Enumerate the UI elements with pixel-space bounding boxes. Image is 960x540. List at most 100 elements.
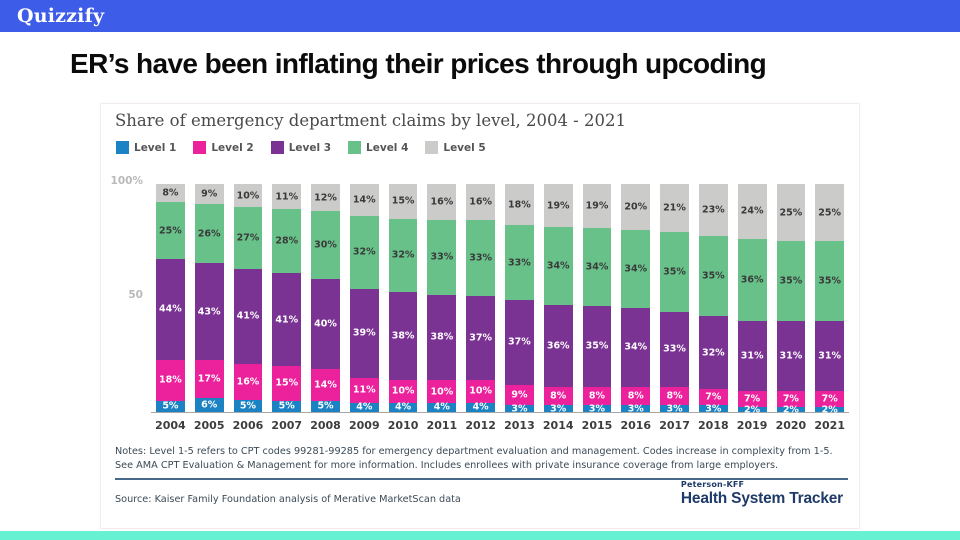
bar-segment-level-5: 8% (156, 184, 185, 203)
legend-swatch (116, 141, 129, 154)
chart-notes: Notes: Level 1-5 refers to CPT codes 992… (115, 446, 833, 472)
bar-segment-level-1: 3% (543, 403, 573, 414)
x-axis-tick-label: 2017 (659, 419, 690, 432)
bar-value-label: 4% (356, 401, 373, 413)
bar-value-label: 7% (705, 391, 722, 403)
bar-segment-level-4: 30% (311, 211, 340, 279)
bar-segment-level-5: 14% (349, 184, 379, 216)
legend-swatch (348, 141, 362, 154)
bar-segment-level-1: 5% (156, 400, 185, 412)
bar-column: 19% 34% 36% 8% 3% (539, 184, 578, 414)
bar-value-label: 8% (588, 390, 606, 402)
x-axis-tick-label: 2020 (775, 419, 807, 432)
bar-value-label: 15% (391, 195, 415, 207)
bar-value-label: 27% (236, 232, 260, 244)
bar-value-label: 16% (236, 376, 260, 388)
bar-segment-level-2: 11% (349, 377, 379, 403)
bar-value-label: 5% (239, 400, 257, 412)
bar-segment-level-2: 15% (272, 366, 302, 401)
y-axis-label-100: 100% (110, 175, 143, 187)
bar-segment-level-3: 37% (505, 300, 534, 385)
legend-label: Level 3 (288, 141, 332, 154)
header-bar: Quizzify (0, 0, 960, 32)
bar-column: 9% 26% 43% 17% 6% (190, 184, 229, 412)
bar-segment-level-1: 5% (311, 400, 340, 412)
brand-logo: Quizzify (17, 5, 105, 27)
notes-divider (115, 478, 848, 480)
bar-column: 25% 35% 31% 7% 2% (810, 184, 849, 415)
x-axis-tick-label: 2011 (426, 419, 458, 432)
bar-segment-level-3: 41% (272, 272, 302, 367)
x-axis-tick-label: 2012 (465, 419, 496, 432)
bar-column: 24% 36% 31% 7% 2% (733, 184, 772, 415)
footer-accent-bar (0, 531, 960, 540)
bar-column: 19% 34% 35% 8% 3% (578, 184, 617, 414)
chart-title: Share of emergency department claims by … (115, 111, 626, 130)
bar-segment-level-2: 10% (427, 380, 457, 403)
bar-value-label: 3% (627, 403, 644, 415)
bar-value-label: 33% (508, 257, 531, 269)
bar-segment-level-1: 3% (660, 403, 689, 415)
bar-value-label: 4% (472, 401, 489, 413)
bar-segment-level-1: 3% (698, 403, 728, 414)
bar-value-label: 33% (663, 343, 686, 355)
legend-item: Level 5 (425, 141, 486, 154)
bar-value-label: 16% (430, 196, 454, 208)
bar-column: 23% 35% 32% 7% 3% (694, 184, 733, 414)
bar-value-label: 11% (275, 191, 299, 203)
bar-segment-level-4: 34% (582, 227, 612, 307)
bar-value-label: 9% (511, 389, 528, 401)
bar-value-label: 3% (666, 403, 683, 415)
bar-value-label: 4% (395, 401, 412, 413)
bar-value-label: 37% (469, 332, 493, 344)
bar-segment-level-5: 16% (427, 184, 457, 221)
bar-segment-level-2: 18% (156, 359, 185, 401)
bar-segment-level-3: 43% (194, 263, 224, 361)
bar-segment-level-1: 4% (349, 401, 379, 413)
bar-segment-level-1: 4% (388, 401, 418, 413)
legend-swatch (193, 141, 207, 154)
bar-segment-level-4: 27% (233, 207, 263, 270)
bar-segment-level-2: 7% (776, 391, 806, 408)
bar-segment-level-3: 31% (815, 320, 845, 392)
bar-value-label: 19% (546, 200, 570, 212)
bar-segment-level-4: 34% (543, 227, 573, 305)
x-axis-tick-label: 2021 (814, 419, 845, 432)
bar-value-label: 19% (585, 200, 609, 212)
bar-value-label: 18% (159, 374, 182, 386)
bar-value-label: 35% (701, 270, 725, 282)
bar-column: 21% 35% 33% 8% 3% (655, 184, 694, 415)
bar-value-label: 35% (779, 275, 803, 287)
bar-segment-level-4: 36% (737, 238, 767, 321)
bar-segment-level-4: 35% (698, 236, 728, 317)
bar-value-label: 30% (314, 239, 337, 251)
bar-value-label: 33% (430, 251, 454, 263)
x-axis-tick-label: 2007 (271, 419, 303, 432)
bar-value-label: 8% (550, 390, 567, 402)
bar-column: 10% 27% 41% 16% 5% (229, 184, 268, 412)
bar-segment-level-5: 24% (737, 184, 767, 239)
bar-value-label: 12% (314, 192, 337, 204)
bar-value-label: 38% (391, 330, 415, 342)
bar-value-label: 28% (275, 235, 299, 247)
legend-item: Level 4 (348, 141, 408, 154)
bar-value-label: 32% (352, 246, 376, 258)
bar-value-label: 25% (159, 225, 182, 237)
bar-segment-level-4: 28% (272, 209, 302, 273)
bar-segment-level-3: 34% (621, 308, 651, 387)
bar-segment-level-1: 4% (427, 401, 457, 413)
x-axis-tick-label: 2018 (698, 419, 729, 432)
bar-value-label: 34% (624, 341, 648, 353)
bar-segment-level-2: 8% (621, 386, 651, 406)
bar-segment-level-5: 9% (194, 184, 224, 205)
bar-segment-level-2: 8% (660, 386, 689, 406)
bar-column: 8% 25% 44% 18% 5% (151, 184, 190, 412)
bar-value-label: 14% (314, 379, 337, 391)
chart-source: Source: Kaiser Family Foundation analysi… (115, 494, 461, 505)
bar-segment-level-3: 41% (233, 269, 263, 364)
bar-segment-level-1: 2% (737, 404, 767, 415)
bar-value-label: 4% (433, 401, 450, 413)
bar-segment-level-3: 38% (388, 292, 418, 380)
bar-value-label: 14% (352, 194, 376, 206)
bar-segment-level-5: 25% (776, 184, 806, 241)
